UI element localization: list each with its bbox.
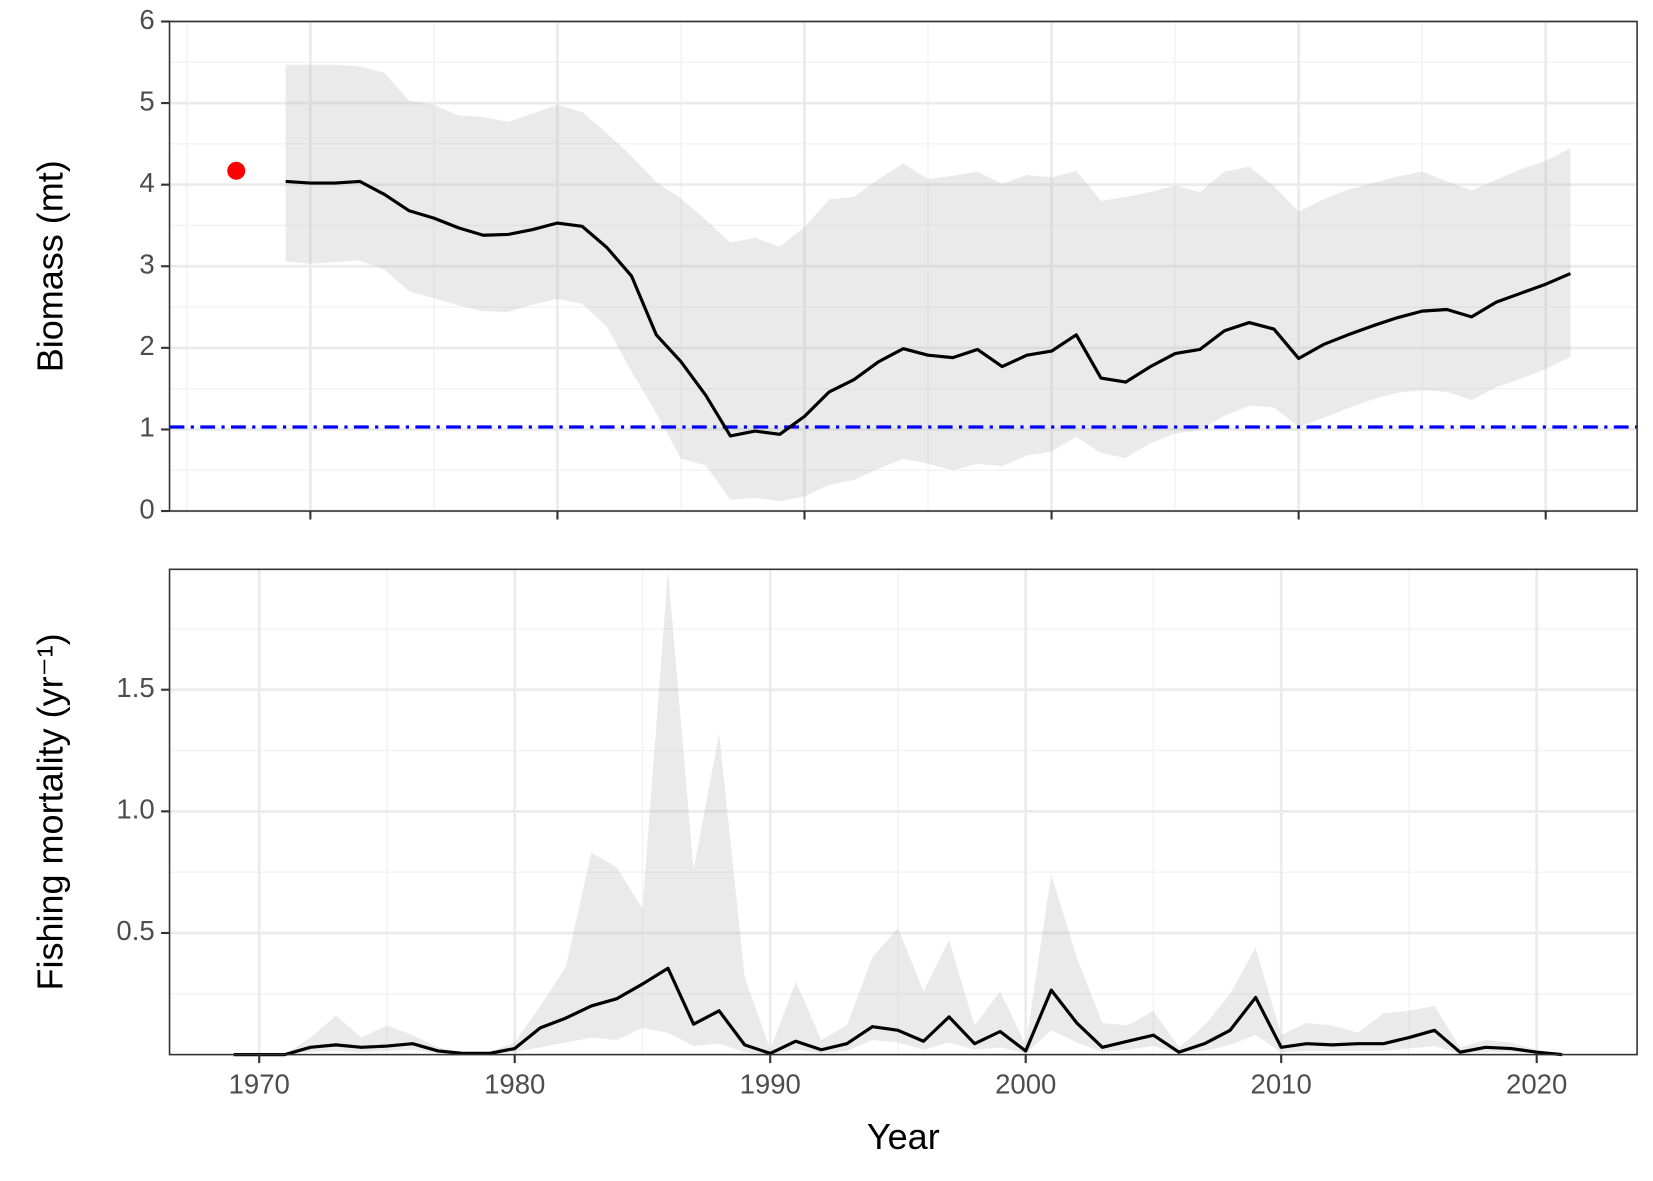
confidence-band [233, 570, 1563, 1055]
y-tick-label: 5 [139, 85, 154, 116]
y-tick-label: 0.5 [116, 915, 154, 946]
y-tick-label: 1 [139, 412, 154, 443]
y-tick-label: 3 [139, 249, 154, 280]
point [227, 161, 246, 180]
y-tick-label: 2 [139, 330, 154, 361]
y-tick-label: 0 [139, 493, 154, 524]
series-line [233, 966, 1563, 1057]
x-tick-label: 2020 [1506, 1069, 1567, 1100]
y-tick-label: 6 [139, 4, 154, 35]
y-axis-title: Biomass (mt) [29, 160, 70, 372]
y-tick-label: 4 [139, 167, 154, 198]
x-tick-label: 1980 [484, 1069, 545, 1100]
x-tick-label: 2010 [1251, 1069, 1312, 1100]
x-axis-title: Year [867, 1116, 940, 1157]
series-line [285, 179, 1572, 438]
y-axis-title: Fishing mortality (yr⁻¹) [29, 633, 70, 990]
y-tick-label: 1.0 [116, 794, 154, 825]
confidence-band [285, 64, 1571, 502]
x-tick-label: 2000 [995, 1069, 1056, 1100]
x-tick-label: 1990 [740, 1069, 801, 1100]
y-tick-label: 1.5 [116, 672, 154, 703]
x-tick-label: 1970 [229, 1069, 290, 1100]
